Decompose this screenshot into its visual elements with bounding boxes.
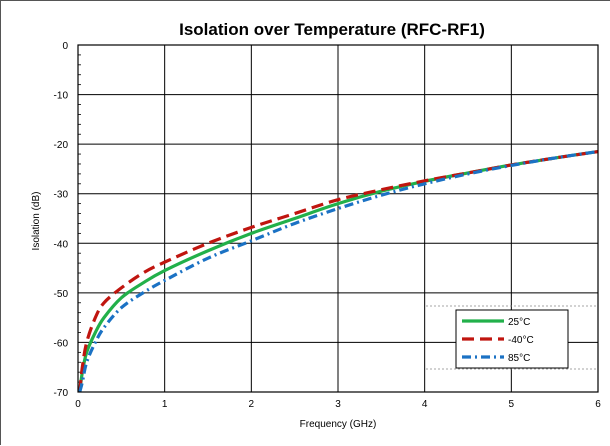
legend: 25°C -40°C 85°C	[426, 305, 598, 370]
minor-ticks	[78, 54, 81, 383]
y-tick-label: 0	[62, 41, 68, 52]
y-axis-title: Isolation (dB)	[31, 192, 42, 251]
y-tick-label: -50	[54, 289, 69, 300]
y-tick-label: -70	[54, 388, 69, 399]
x-tick-labels: 0 1 2 3 4 5 6	[75, 399, 601, 410]
legend-label-2: 85°C	[508, 353, 530, 364]
x-tick-label: 3	[335, 399, 341, 410]
series-line-1	[78, 149, 599, 393]
y-tick-label: -10	[54, 91, 69, 102]
x-tick-label: 4	[422, 399, 428, 410]
series-layer	[78, 149, 599, 393]
plot-area-border	[77, 44, 599, 393]
y-tick-labels: 0 -10 -20 -30 -40 -50 -60 -70	[54, 41, 69, 399]
legend-label-1: -40°C	[508, 335, 534, 346]
legend-label-0: 25°C	[508, 317, 530, 328]
y-tick-label: -20	[54, 140, 69, 151]
y-tick-label: -30	[54, 190, 69, 201]
x-tick-label: 5	[509, 399, 515, 410]
x-tick-label: 2	[249, 399, 255, 410]
chart-title: Isolation over Temperature (RFC-RF1)	[179, 20, 485, 39]
y-tick-label: -40	[54, 239, 69, 250]
x-axis-title: Frequency (GHz)	[300, 419, 377, 430]
x-tick-label: 0	[75, 399, 81, 410]
x-tick-label: 6	[595, 399, 601, 410]
x-tick-label: 1	[162, 399, 168, 410]
y-tick-label: -60	[54, 338, 69, 349]
